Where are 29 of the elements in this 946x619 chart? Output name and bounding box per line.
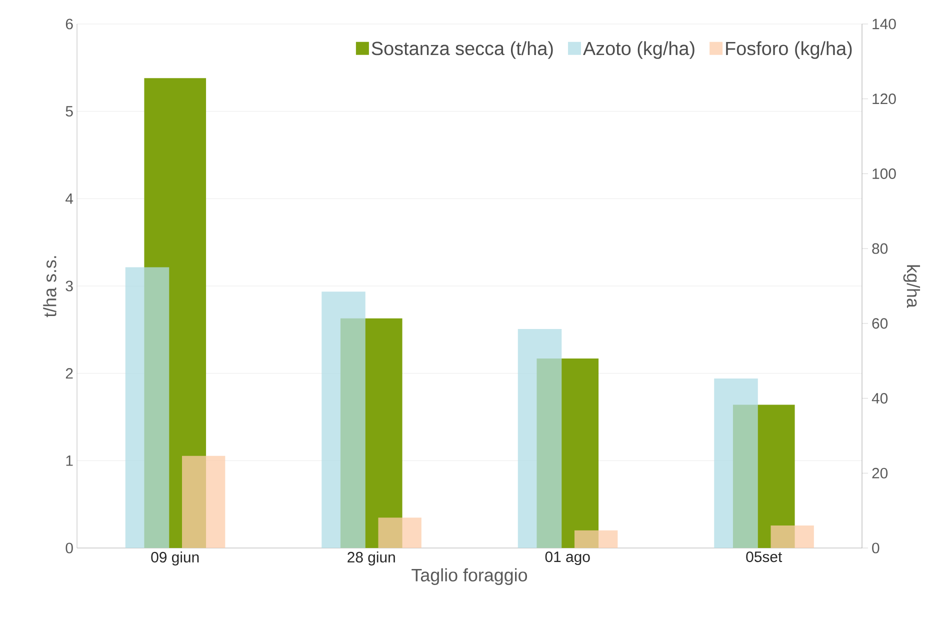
bar: [574, 530, 618, 548]
y-tick-label: 1: [66, 456, 73, 466]
x-tick-label: 09 giun: [151, 552, 199, 566]
y-tick-label: 3: [66, 280, 73, 292]
y-tick-label: 6: [66, 18, 73, 30]
y-tick-label: 4: [66, 194, 74, 204]
y-tick-label: 5: [66, 106, 73, 117]
y2-axis-title: kg/ha: [903, 265, 920, 308]
x-axis-title: Taglio foraggio: [412, 568, 528, 586]
y2-tick-label: 100: [872, 168, 896, 179]
bar: [182, 456, 226, 548]
y-tick-label: 0: [66, 542, 73, 554]
y-tick-label: 2: [66, 368, 73, 379]
y2-tick-label: 120: [872, 94, 896, 104]
y2-tick-label: 40: [872, 392, 888, 404]
legend-label: Azoto (kg/ha): [583, 41, 694, 59]
bar: [378, 518, 422, 548]
y2-tick-label: 60: [872, 318, 888, 329]
y2-tick-label: 0: [872, 542, 880, 554]
x-tick-label: 28 giun: [348, 552, 395, 566]
y-axis-title: t/ha s.s.: [43, 256, 56, 318]
bar: [770, 526, 814, 548]
x-tick-label: 05set: [746, 552, 782, 562]
legend-label: Fosforo (kg/ha): [726, 41, 852, 59]
legend-label: Sostanza secca (t/ha): [372, 41, 553, 59]
y2-tick-label: 80: [872, 243, 888, 254]
y2-tick-label: 140: [872, 18, 896, 30]
y2-tick-label: 20: [872, 468, 888, 478]
x-tick-label: 01 ago: [545, 552, 590, 566]
